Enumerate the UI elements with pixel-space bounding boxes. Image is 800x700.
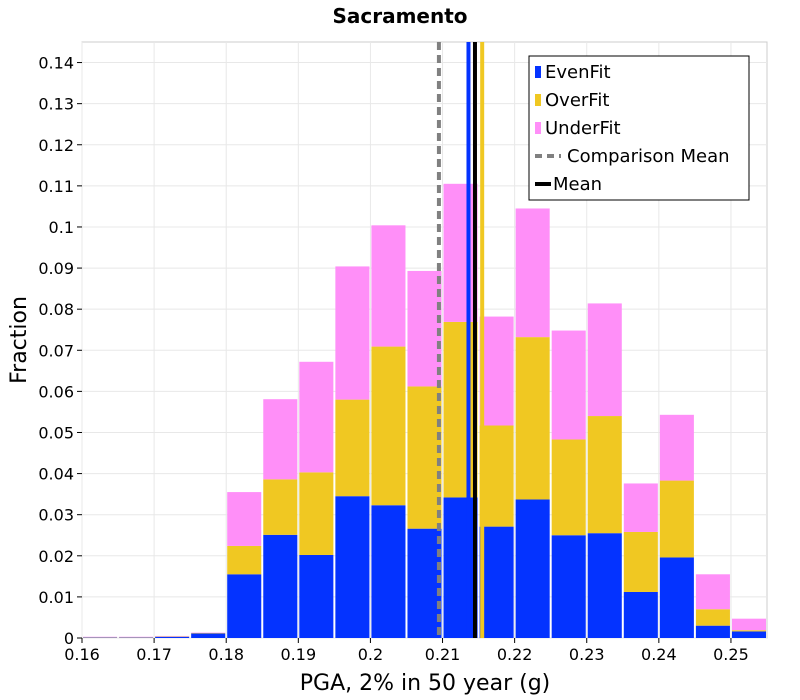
bar-evenfit-11 [479,526,514,638]
bar-overfit-16 [659,480,694,558]
y-axis-ticks: 0 0.01 0.02 0.03 0.04 0.05 0.06 0.07 0.08 0.09 0.1… [38,54,82,648]
y-tick-label: 0.11 [38,177,74,196]
bar-overfit-11 [479,425,514,527]
x-tick-label: 0.21 [425,645,461,664]
bar-evenfit-15 [623,591,658,638]
bar-evenfit-10 [443,497,478,638]
bar-overfit-10 [443,321,478,498]
x-axis-ticks: 0.16 0.17 0.18 0.19 0.2 0.21 0.22 0.23 0.24 0.25 [64,638,749,664]
legend-label-underfit: UnderFit [545,118,621,139]
x-tick-label: 0.16 [64,645,100,664]
x-tick-label: 0.18 [208,645,244,664]
bar-evenfit-16 [659,557,694,638]
bar-underfit-14 [587,303,622,417]
x-axis-title: PGA, 2% in 50 year (g) [300,671,551,696]
y-tick-label: 0.13 [38,95,74,114]
bar-evenfit-3 [191,633,226,638]
y-tick-label: 0.05 [38,423,74,442]
mean-lines [436,42,485,638]
bar-underfit-17 [695,574,730,610]
bar-underfit-8 [371,225,406,347]
legend-label-comparison-mean: Comparison Mean [567,146,730,167]
bar-evenfit-13 [551,535,586,638]
legend-label-mean: Mean [553,174,602,195]
bar-overfit-15 [623,531,658,592]
legend-swatch-underfit [535,122,541,134]
bar-overfit-7 [335,399,370,497]
bar-overfit-8 [371,346,406,506]
y-tick-label: 0.07 [38,341,74,360]
y-tick-label: 0.06 [38,382,74,401]
bar-evenfit-6 [299,554,334,638]
legend-box [528,55,750,201]
bar-overfit-13 [551,439,586,536]
y-tick-label: 0.04 [38,465,74,484]
bar-underfit-15 [623,483,658,532]
legend-label-evenfit: EvenFit [545,62,611,83]
x-tick-label: 0.22 [497,645,533,664]
bar-evenfit-9 [407,528,442,638]
legend-label-overfit: OverFit [545,90,609,111]
bar-overfit-18 [731,630,766,632]
x-tick-label: 0.19 [281,645,317,664]
bar-overfit-4 [227,545,262,575]
y-tick-label: 0.1 [49,218,74,237]
bar-overfit-12 [515,337,550,500]
legend-swatch-evenfit [535,66,541,78]
y-tick-label: 0.08 [38,300,74,319]
x-tick-label: 0.23 [569,645,605,664]
y-tick-label: 0.12 [38,136,74,155]
y-tick-label: 0.09 [38,259,74,278]
bar-evenfit-4 [227,574,262,638]
bar-underfit-18 [731,618,766,631]
legend: EvenFit OverFit UnderFit Comparison Mean Mea… [528,55,750,201]
bar-overfit-5 [263,479,298,535]
bar-evenfit-2 [155,636,190,638]
bar-underfit-11 [479,316,514,426]
bar-overfit-6 [299,472,334,555]
bar-evenfit-5 [263,534,298,638]
bar-overfit-9 [407,386,442,529]
bar-evenfit-12 [515,499,550,638]
bar-evenfit-17 [695,625,730,638]
bar-evenfit-8 [371,505,406,638]
bar-overfit-14 [587,416,622,534]
bar-underfit-16 [659,414,694,481]
y-tick-label: 0.03 [38,506,74,525]
bar-underfit-5 [263,399,298,480]
bar-overfit-17 [695,609,730,626]
x-tick-label: 0.24 [641,645,677,664]
x-tick-label: 0.2 [358,645,383,664]
bar-evenfit-14 [587,533,622,638]
y-axis-title: Fraction [7,296,32,384]
x-tick-label: 0.17 [136,645,172,664]
y-tick-label: 0.01 [38,588,74,607]
y-tick-label: 0 [64,629,74,648]
y-tick-label: 0.14 [38,54,74,73]
stacked-bars [83,183,766,638]
bar-underfit-9 [407,270,442,387]
bar-underfit-13 [551,330,586,440]
bar-underfit-6 [299,361,334,473]
bar-underfit-4 [227,492,262,546]
y-tick-label: 0.02 [38,547,74,566]
bar-underfit-10 [443,183,478,322]
bar-underfit-7 [335,266,370,400]
bar-underfit-12 [515,208,550,338]
bar-evenfit-7 [335,496,370,638]
legend-swatch-overfit [535,94,541,106]
x-tick-label: 0.25 [713,645,749,664]
bar-evenfit-18 [731,631,766,638]
chart-title: Sacramento [332,4,467,28]
